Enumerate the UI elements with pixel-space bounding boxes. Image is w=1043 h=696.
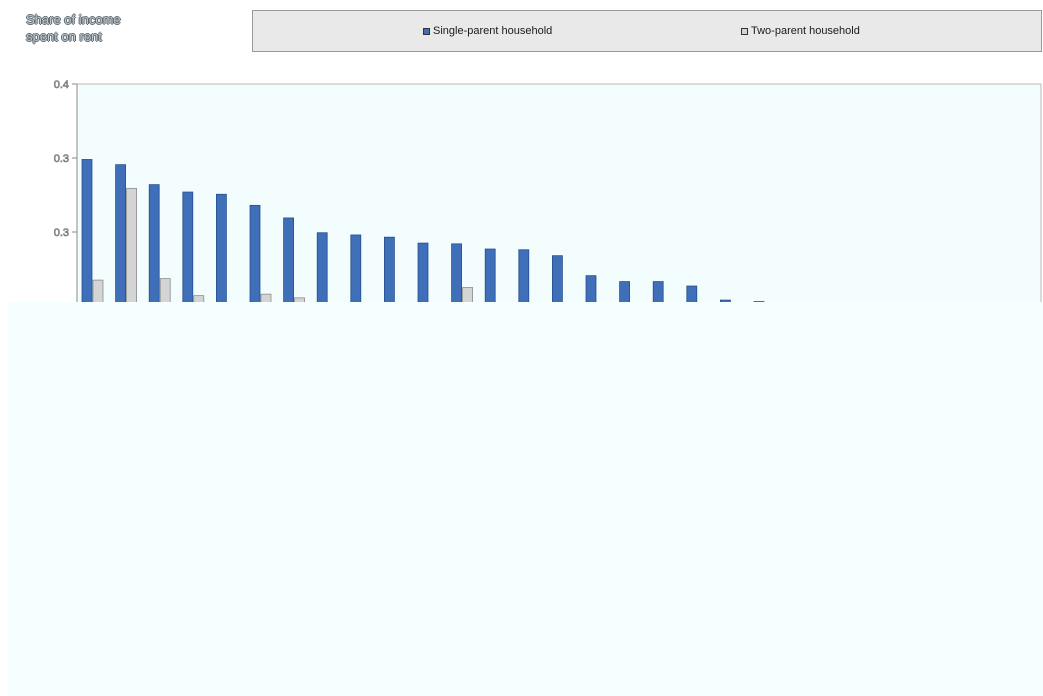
legend-swatch-single-parent — [423, 27, 430, 35]
y-axis-title-line-1: Share of income — [26, 12, 121, 27]
blank-overlay — [8, 302, 1043, 696]
legend: Single-parent household Two-parent house… — [252, 10, 1042, 52]
y-tick-label-2: 0.3 — [54, 227, 69, 239]
legend-label-single-parent: Single-parent household — [433, 25, 553, 37]
y-axis-ticks: 0.40.30.30.3 — [53, 79, 77, 313]
legend-swatch-two-parent — [741, 27, 748, 35]
legend-item-single-parent: Single-parent household — [423, 25, 552, 37]
y-tick-label-1: 0.3 — [54, 153, 69, 165]
y-axis-title: Share of income spent on rent — [26, 11, 186, 45]
y-axis-title-line-2: spent on rent — [26, 29, 102, 44]
legend-item-two-parent: Two-parent household — [741, 25, 860, 37]
y-tick-label-0: 0.4 — [54, 79, 69, 91]
legend-label-two-parent: Two-parent household — [751, 25, 860, 37]
